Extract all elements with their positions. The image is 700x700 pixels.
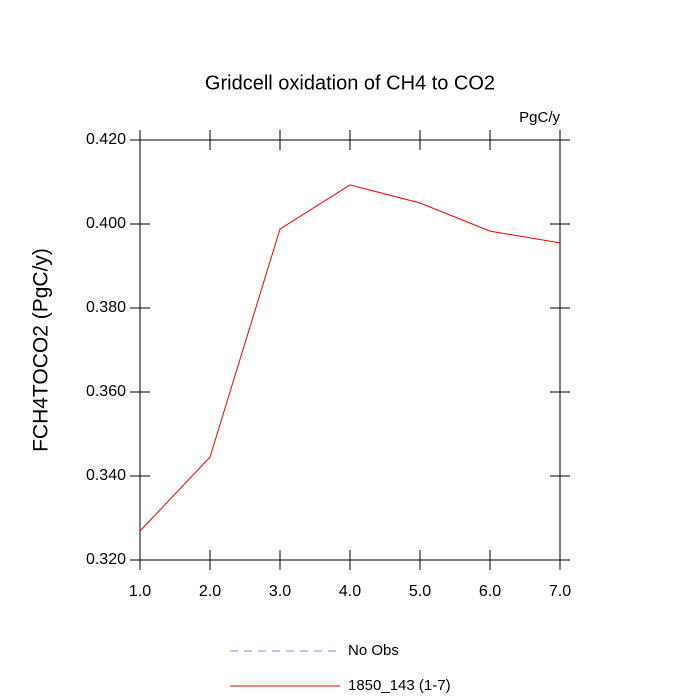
plot-frame [139,139,561,561]
y-tick-label: 0.320 [86,551,126,568]
y-tick-label: 0.340 [86,467,126,484]
y-tick-label: 0.400 [86,215,126,232]
x-tick-label: 4.0 [339,583,361,600]
legend-label: No Obs [348,642,399,659]
x-tick-label: 2.0 [199,583,221,600]
units-label: PgC/y [519,109,560,126]
x-tick-label: 5.0 [409,583,431,600]
y-tick-label: 0.380 [86,299,126,316]
y-tick-label: 0.360 [86,383,126,400]
y-tick-label: 0.420 [86,131,126,148]
y-axis-label: FCH4TOCO2 (PgC/y) [30,248,53,452]
x-tick-label: 7.0 [549,583,571,600]
x-tick-label: 3.0 [269,583,291,600]
series-line [139,184,561,532]
legend-label: 1850_143 (1-7) [348,677,451,694]
chart-title: Gridcell oxidation of CH4 to CO2 [205,72,495,94]
x-tick-label: 6.0 [479,583,501,600]
x-tick-label: 1.0 [129,583,151,600]
